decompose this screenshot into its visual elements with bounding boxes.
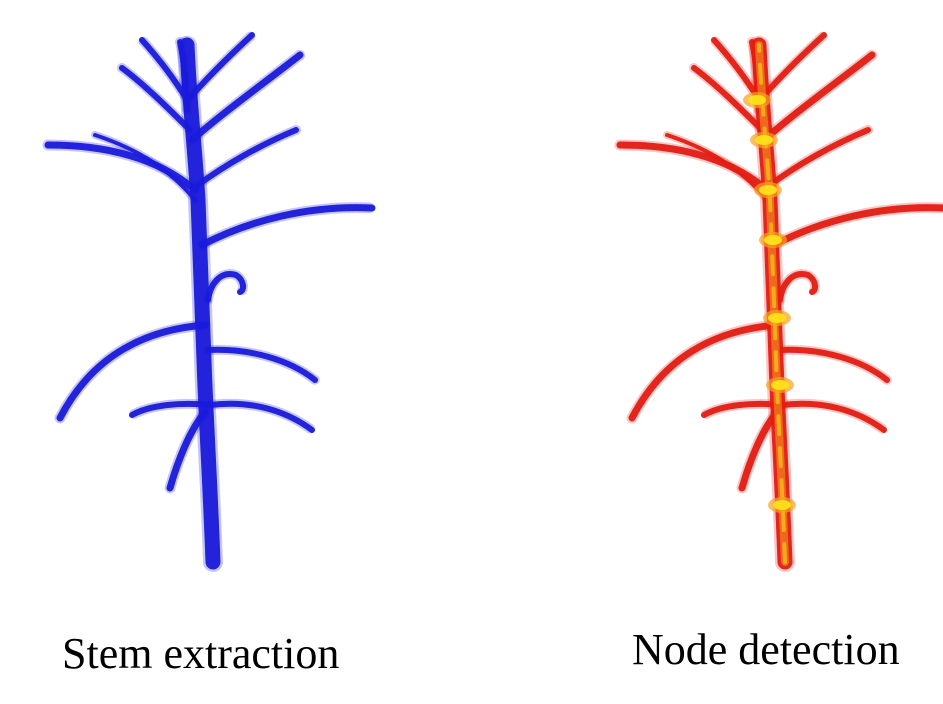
lower-right-branch	[205, 346, 318, 383]
node-6	[771, 380, 789, 390]
mid-right-branch	[767, 127, 871, 188]
right-long-branch	[198, 204, 376, 249]
left-long-branch	[616, 141, 771, 194]
tip-branch-mid	[177, 39, 190, 113]
main-stem-scatter	[177, 35, 223, 572]
stem-point-cloud	[42, 30, 378, 572]
curl-leaf	[205, 271, 247, 303]
bottom-drop-branch	[166, 408, 209, 492]
lower-left-branch	[56, 321, 209, 422]
upper-left-branch	[691, 65, 765, 133]
lower-right-branch-scatter	[203, 344, 320, 385]
lower-left-branch-scatter	[626, 319, 783, 424]
left-inner-branch	[665, 133, 769, 202]
node-2	[755, 135, 773, 145]
lower-right-branch	[777, 346, 890, 383]
bottom-right-branch-scatter	[777, 398, 889, 435]
bottom-drop-branch-scatter	[164, 406, 211, 494]
stem-extraction-panel: Stem extraction	[0, 0, 470, 704]
upper-left-branch-scatter	[689, 63, 767, 135]
left-long-branch-scatter	[42, 139, 201, 196]
upper-right-branch	[760, 51, 876, 144]
left-inner-branch	[93, 133, 197, 202]
plant-group	[42, 30, 378, 572]
mid-right-branch	[195, 127, 299, 188]
bottom-drop-branch-scatter	[736, 406, 783, 494]
bottom-left-branch-scatter	[699, 398, 787, 420]
plant-group	[614, 30, 943, 572]
upper-right-branch	[188, 51, 304, 144]
right-long-branch-scatter	[196, 202, 378, 251]
mid-right-branch-scatter	[193, 125, 301, 190]
upper-right-branch-scatter	[186, 49, 306, 146]
tip-branch-mid-scatter	[175, 37, 192, 115]
stem-core-highlight	[757, 43, 787, 564]
lower-left-branch-scatter	[54, 319, 211, 424]
tip-branch-right-scatter	[183, 30, 257, 105]
left-long-branch-scatter	[614, 139, 773, 196]
left-long-branch	[44, 141, 199, 194]
node-4	[764, 235, 782, 245]
node-3	[759, 185, 777, 195]
stem-extraction-caption: Stem extraction	[62, 629, 340, 678]
node-point-cloud	[614, 30, 943, 572]
node-1	[748, 95, 766, 105]
upper-left-branch-scatter	[117, 63, 195, 135]
bottom-left-branch	[129, 400, 213, 418]
left-inner-branch-scatter	[663, 131, 771, 204]
bottom-left-branch	[701, 400, 785, 418]
upper-right-branch-scatter	[758, 49, 878, 146]
curl-leaf-scatter	[203, 269, 249, 305]
node-5	[768, 313, 786, 323]
mid-right-branch-scatter	[765, 125, 873, 190]
upper-left-branch	[119, 65, 193, 133]
right-long-branch-scatter	[768, 202, 943, 251]
bottom-left-branch-scatter	[127, 398, 215, 420]
lower-left-branch	[628, 321, 781, 422]
node-detection-caption: Node detection	[632, 625, 900, 674]
main-stem	[179, 37, 221, 570]
right-long-branch	[770, 204, 943, 249]
lower-right-branch-scatter	[775, 344, 892, 385]
curl-leaf-scatter	[775, 269, 821, 305]
node-7	[773, 500, 791, 510]
bottom-right-branch-scatter	[205, 398, 317, 435]
curl-leaf	[777, 271, 819, 303]
bottom-right-branch	[779, 400, 887, 433]
node-detection-panel: Node detection	[470, 0, 943, 704]
left-inner-branch-scatter	[91, 131, 199, 204]
bottom-drop-branch	[738, 408, 781, 492]
tip-branch-right	[185, 32, 255, 103]
bottom-right-branch	[207, 400, 315, 433]
